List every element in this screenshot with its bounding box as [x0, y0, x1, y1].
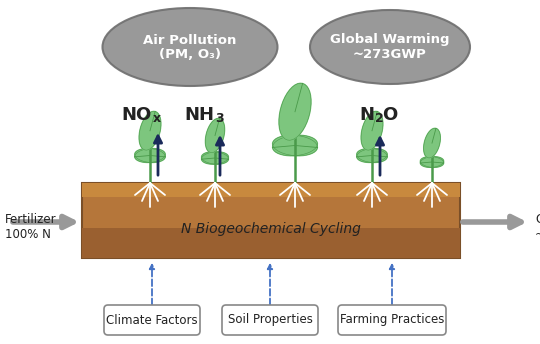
- FancyBboxPatch shape: [104, 305, 200, 335]
- Polygon shape: [357, 149, 387, 162]
- Ellipse shape: [310, 10, 470, 84]
- Text: Air Pollution: Air Pollution: [143, 33, 237, 46]
- Text: N: N: [359, 106, 374, 124]
- Polygon shape: [139, 111, 161, 150]
- Text: NH: NH: [184, 106, 214, 124]
- Text: O: O: [382, 106, 397, 124]
- Text: Farming Practices: Farming Practices: [340, 313, 444, 326]
- Polygon shape: [273, 135, 318, 156]
- Polygon shape: [135, 149, 165, 162]
- Text: Soil Properties: Soil Properties: [227, 313, 313, 326]
- Text: 3: 3: [215, 112, 224, 126]
- FancyBboxPatch shape: [338, 305, 446, 335]
- Polygon shape: [205, 118, 225, 153]
- Polygon shape: [420, 157, 444, 167]
- Polygon shape: [361, 111, 383, 150]
- Ellipse shape: [103, 8, 278, 86]
- Text: Global Warming: Global Warming: [330, 33, 450, 46]
- FancyBboxPatch shape: [222, 305, 318, 335]
- Polygon shape: [273, 135, 318, 156]
- Text: Crop
~50% N: Crop ~50% N: [535, 213, 540, 241]
- Text: x: x: [153, 112, 161, 126]
- Polygon shape: [201, 152, 228, 164]
- Text: Fertilizer
100% N: Fertilizer 100% N: [5, 213, 57, 241]
- Text: 2: 2: [375, 112, 384, 126]
- Polygon shape: [201, 152, 228, 164]
- Text: N Biogeochemical Cycling: N Biogeochemical Cycling: [181, 222, 361, 236]
- Polygon shape: [424, 128, 440, 158]
- Polygon shape: [279, 83, 311, 140]
- FancyBboxPatch shape: [82, 183, 460, 258]
- Text: Climate Factors: Climate Factors: [106, 313, 198, 326]
- Polygon shape: [420, 157, 444, 167]
- Text: ~273GWP: ~273GWP: [353, 49, 427, 62]
- Polygon shape: [357, 149, 387, 162]
- FancyBboxPatch shape: [82, 228, 460, 258]
- Text: NO: NO: [122, 106, 152, 124]
- Text: (PM, O₃): (PM, O₃): [159, 49, 221, 62]
- FancyBboxPatch shape: [82, 183, 460, 197]
- Polygon shape: [135, 149, 165, 162]
